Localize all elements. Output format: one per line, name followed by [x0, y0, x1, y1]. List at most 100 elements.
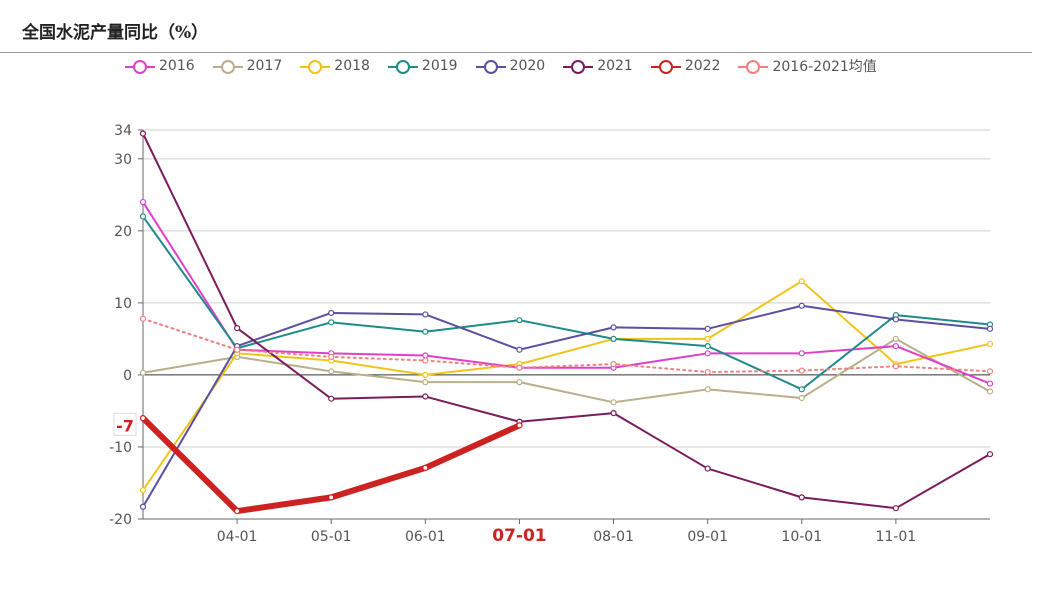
y-tick-label: 20 — [114, 224, 132, 240]
x-tick-label: 06-01 — [405, 529, 446, 545]
legend-item[interactable]: 2022 — [650, 56, 720, 76]
x-tick-label-highlight: 07-01 — [492, 526, 546, 546]
legend-item[interactable]: 2019 — [387, 56, 458, 76]
data-point — [328, 309, 335, 317]
x-tick-label: 11-01 — [876, 529, 917, 545]
data-point — [704, 325, 711, 332]
data-point — [422, 371, 429, 379]
legend-item[interactable]: 2018 — [300, 56, 370, 76]
data-point — [139, 503, 147, 510]
data-point — [892, 343, 899, 350]
x-tick-label: 10-01 — [781, 529, 822, 545]
legend-label: 2021 — [597, 58, 633, 74]
legend-label: 2018 — [334, 58, 370, 74]
data-point — [139, 198, 147, 206]
data-point — [610, 410, 617, 417]
y-tick-label: 10 — [114, 296, 132, 312]
data-point — [798, 302, 805, 309]
chart-legend: 2016 2017 2018 2019 2020 2021 2022 2016-2021均值 — [125, 56, 877, 76]
y-tick-label: 30 — [114, 152, 132, 168]
data-point — [516, 346, 523, 353]
legend-swatch — [650, 59, 681, 74]
series-line — [142, 215, 991, 391]
value-callout-box — [113, 412, 137, 436]
data-point — [139, 369, 147, 376]
legend-label: 2020 — [509, 58, 546, 74]
data-point — [516, 364, 523, 371]
data-point — [234, 507, 241, 515]
current-value-label: -7 — [116, 416, 134, 435]
legend-item[interactable]: 2016 — [125, 56, 195, 76]
data-point — [422, 379, 429, 386]
x-tick-label: 08-01 — [593, 529, 634, 545]
data-point — [139, 415, 147, 422]
data-point — [798, 394, 805, 402]
data-point — [139, 315, 147, 322]
data-point — [328, 368, 335, 375]
series-line — [142, 280, 991, 492]
data-point — [516, 422, 523, 429]
y-tick-label: -10 — [109, 440, 132, 456]
data-point — [234, 346, 241, 353]
data-point — [892, 363, 899, 370]
data-point — [139, 487, 147, 494]
legend-item[interactable]: 2021 — [563, 56, 633, 76]
data-point — [704, 368, 711, 376]
y-tick-label: 34 — [114, 123, 132, 139]
data-point — [139, 130, 147, 137]
legend-swatch — [475, 59, 506, 74]
chart-title: 全国水泥产量同比（%） — [22, 23, 209, 43]
legend-label: 2017 — [246, 58, 283, 74]
data-point — [328, 319, 335, 326]
legend-label: 2016-2021均值 — [772, 59, 877, 75]
data-point — [516, 317, 523, 324]
legend-item[interactable]: 2016-2021均值 — [738, 56, 877, 76]
data-point — [986, 380, 994, 387]
y-tick-label: 0 — [123, 368, 132, 384]
data-point — [704, 386, 711, 393]
data-point — [139, 213, 147, 220]
data-point — [422, 357, 429, 364]
data-point — [422, 328, 429, 335]
data-point — [610, 324, 617, 331]
series-line — [142, 317, 991, 374]
data-point — [422, 393, 429, 400]
data-point — [234, 325, 241, 332]
legend-swatch — [563, 59, 594, 74]
data-point — [798, 367, 805, 374]
data-point — [704, 343, 711, 350]
data-point — [516, 379, 523, 386]
legend-item[interactable]: 2017 — [212, 56, 283, 76]
series-line — [142, 132, 991, 510]
series-line — [142, 201, 991, 385]
data-point — [704, 335, 711, 343]
data-point — [704, 465, 711, 472]
data-point — [328, 353, 335, 361]
legend-item[interactable]: 2020 — [475, 56, 546, 76]
data-point — [892, 316, 899, 323]
legend-swatch — [738, 59, 769, 74]
data-point — [328, 395, 335, 402]
data-point — [892, 335, 899, 343]
data-point — [328, 494, 335, 501]
data-point — [798, 386, 805, 393]
data-point — [798, 278, 805, 285]
data-point — [986, 388, 994, 395]
data-point — [798, 494, 805, 501]
legend-swatch — [300, 59, 331, 74]
data-point — [798, 350, 805, 357]
header-bar: 全国水泥产量同比（%） — [0, 0, 1032, 53]
data-point — [986, 451, 994, 458]
x-tick-label: 04-01 — [217, 529, 258, 545]
legend-swatch — [387, 59, 418, 74]
x-tick-label: 09-01 — [687, 529, 728, 545]
data-point — [704, 350, 711, 357]
data-point — [422, 464, 429, 471]
legend-label: 2016 — [159, 58, 195, 74]
data-point — [986, 368, 994, 375]
data-point — [422, 352, 429, 359]
data-point — [610, 335, 617, 343]
data-point — [986, 325, 994, 332]
data-point — [610, 361, 617, 368]
